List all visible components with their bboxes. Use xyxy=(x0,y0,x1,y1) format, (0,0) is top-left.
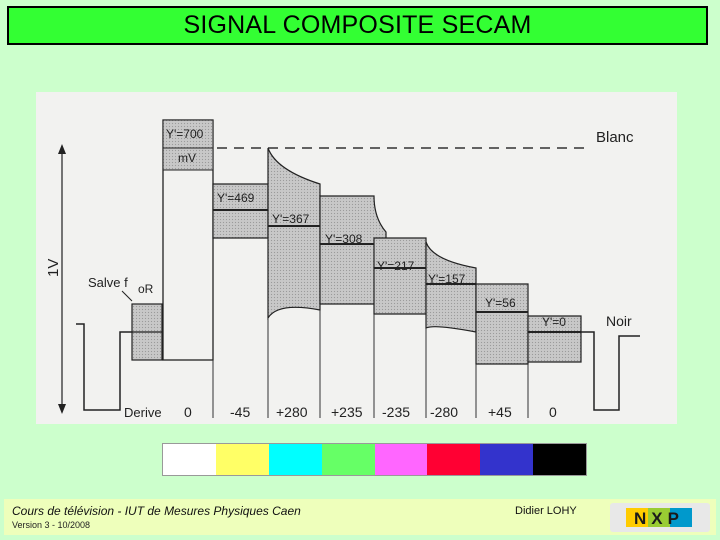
luma-label-cyan: Y'=367 xyxy=(272,212,310,226)
level-noir-label: Noir xyxy=(606,313,632,329)
derive-value-6: -280 xyxy=(430,404,458,420)
derive-value-2: -45 xyxy=(230,404,250,420)
author-name: Didier LOHY xyxy=(515,505,577,517)
amplitude-arrow xyxy=(58,144,66,414)
derive-value-7: +45 xyxy=(488,404,512,420)
luma-label-green: Y'=308 xyxy=(325,232,363,246)
level-blanc-label: Blanc xyxy=(596,129,634,146)
luma-label-red: Y'=157 xyxy=(428,272,466,286)
color-bar-green xyxy=(321,444,375,475)
burst-label: Salve f xyxy=(88,275,128,290)
amplitude-label: 1V xyxy=(45,259,62,277)
luma-label-mv: mV xyxy=(178,151,196,165)
luma-label-yellow: Y'=469 xyxy=(217,191,255,205)
luma-label-black: Y'=0 xyxy=(542,315,566,329)
nxp-logo: NXP xyxy=(610,503,710,532)
nxp-logo-svg: NXP xyxy=(626,508,692,528)
signal-diagram-svg: 1V Blanc Salve f oR xyxy=(45,119,640,420)
luma-label-magenta: Y'=217 xyxy=(377,259,415,273)
signal-diagram: 1V Blanc Salve f oR xyxy=(36,92,677,424)
color-bar-yellow xyxy=(215,444,269,475)
derive-value-5: -235 xyxy=(382,404,410,420)
color-bar-magenta xyxy=(374,444,428,475)
step-red xyxy=(425,241,477,333)
derive-label: Derive xyxy=(124,405,162,420)
sync-pulse-right xyxy=(581,331,640,411)
step-cyan xyxy=(267,147,321,321)
derive-value-1: 0 xyxy=(184,404,192,420)
color-bar-white xyxy=(163,444,216,475)
derive-value-8: 0 xyxy=(549,404,557,420)
color-bar-blue xyxy=(480,444,534,475)
sync-pulse-left xyxy=(76,323,132,411)
luminance-staircase xyxy=(162,119,582,365)
course-title: Cours de télévision - IUT de Mesures Phy… xyxy=(12,504,301,518)
color-bar-strip xyxy=(162,443,587,476)
step-magenta xyxy=(373,237,427,315)
color-bar-cyan xyxy=(268,444,322,475)
version-text: Version 3 - 10/2008 xyxy=(12,520,91,530)
derive-value-4: +235 xyxy=(331,404,363,420)
step-black xyxy=(527,315,582,363)
slide-title: SIGNAL COMPOSITE SECAM xyxy=(183,11,532,39)
title-bar: SIGNAL COMPOSITE SECAM xyxy=(7,6,708,45)
color-bar-black xyxy=(533,444,586,475)
burst-sub-label: oR xyxy=(138,282,154,296)
svg-text:NXP: NXP xyxy=(634,509,684,528)
color-bar-red xyxy=(427,444,481,475)
footer: Cours de télévision - IUT de Mesures Phy… xyxy=(4,499,716,535)
luma-label-blue: Y'=56 xyxy=(485,296,516,310)
derive-value-3: +280 xyxy=(276,404,308,420)
luma-label-white: Y'=700 xyxy=(166,127,204,141)
column-dividers xyxy=(212,310,529,418)
